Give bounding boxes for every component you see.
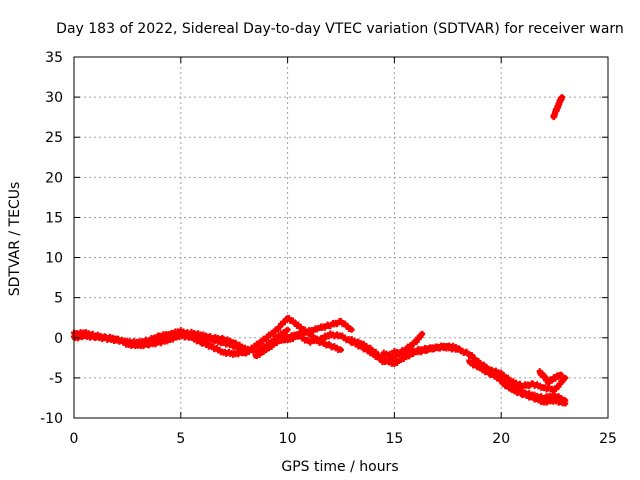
y-tick-label: -10 xyxy=(40,411,63,427)
series-band-band-d xyxy=(242,315,344,357)
grid xyxy=(74,57,608,418)
chart-title: Day 183 of 2022, Sidereal Day-to-day VTE… xyxy=(56,21,624,37)
y-tick-label: 0 xyxy=(54,331,63,347)
series-band-band-l xyxy=(537,369,564,385)
x-tick-label: 15 xyxy=(385,431,403,447)
plot-frame xyxy=(73,56,609,419)
y-tick-label: 20 xyxy=(45,170,63,186)
x-tick-label: 10 xyxy=(279,431,297,447)
x-tick-label: 0 xyxy=(70,431,79,447)
series-band-band-j xyxy=(466,359,568,403)
y-tick-label: 10 xyxy=(45,251,63,267)
y-axis-label: SDTVAR / TECUs xyxy=(7,182,23,297)
series-band-outlier xyxy=(551,94,565,120)
series-band-band-h xyxy=(381,331,425,358)
x-tick-label: 25 xyxy=(599,431,617,447)
y-tick-label: 25 xyxy=(45,130,63,146)
x-axis-label: GPS time / hours xyxy=(281,459,398,475)
x-tick-label: 5 xyxy=(176,431,185,447)
series-band-band-b xyxy=(71,330,248,357)
y-tick-label: 30 xyxy=(45,90,63,106)
series-band-band-e xyxy=(253,319,355,359)
series-band-band-k xyxy=(498,379,568,407)
axis-ticks: -10 -5 0 5 10 15 20 25 30 35 0 5 10 15 20 25 xyxy=(40,50,617,447)
y-tick-label: 35 xyxy=(45,50,63,66)
series-band-band-i xyxy=(391,344,568,393)
y-tick-label: -5 xyxy=(49,371,63,387)
x-tick-label: 20 xyxy=(492,431,510,447)
y-tick-label: 15 xyxy=(45,210,63,226)
y-tick-label: 5 xyxy=(54,291,63,307)
plot-area xyxy=(71,94,569,407)
